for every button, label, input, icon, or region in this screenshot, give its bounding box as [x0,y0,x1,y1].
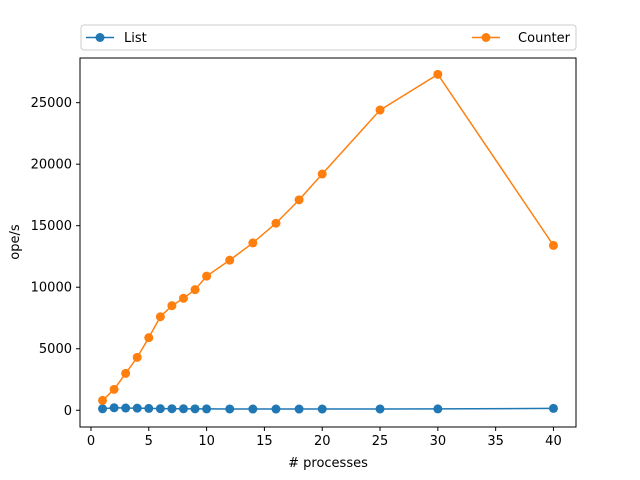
data-point-counter [109,384,119,394]
x-tick-label: 15 [256,434,273,449]
x-axis-label: # processes [288,456,368,471]
data-point-list [109,403,119,413]
data-point-list [144,403,154,413]
y-tick-label: 5000 [39,342,72,357]
data-point-counter [98,395,108,405]
data-point-list [317,404,327,414]
series-counter [98,69,558,405]
data-point-counter [167,301,177,311]
y-tick-label: 20000 [31,158,72,173]
legend-box [80,24,577,51]
data-point-list [248,404,258,414]
x-tick-label: 30 [430,434,447,449]
data-point-list [190,404,200,414]
data-point-counter [294,195,304,205]
data-point-counter [433,69,443,79]
x-axis: 0 5 10 15 20 25 30 35 40 [87,427,562,449]
series-line-counter [102,73,555,401]
data-point-list [178,404,188,414]
data-point-counter [178,293,188,303]
data-point-counter [271,218,281,228]
legend-marker-list [95,33,105,42]
data-point-list [121,403,131,413]
legend-entry-list: List [86,31,147,46]
data-point-counter [375,105,385,115]
x-tick-label: 20 [314,434,331,449]
y-tick-label: 0 [64,404,72,419]
data-point-counter [132,352,142,362]
y-axis-label: ope/s [8,224,23,260]
series-list [98,403,558,414]
legend-label-list: List [124,31,147,46]
data-point-list [155,404,165,414]
data-point-list [294,404,304,414]
legend-label-counter: Counter [518,31,571,46]
data-point-list [548,403,558,413]
data-point-counter [144,333,154,343]
data-point-counter [202,271,212,281]
data-point-counter [548,240,558,250]
data-point-counter [155,312,165,322]
x-tick-label: 35 [487,434,504,449]
data-point-list [98,404,108,414]
data-point-list [132,403,142,413]
y-tick-label: 25000 [31,96,72,111]
legend-entry-counter: Counter [472,31,571,46]
y-tick-label: 15000 [31,219,72,234]
x-tick-label: 25 [372,434,389,449]
x-tick-label: 40 [545,434,562,449]
data-point-list [433,404,443,414]
y-axis: 0 5000 10000 15000 20000 25000 [31,96,80,419]
data-point-list [202,404,212,414]
series-layer [98,69,558,414]
data-point-list [225,404,235,414]
legend: List Counter [80,24,577,51]
data-point-list [167,404,177,414]
data-point-counter [190,285,200,295]
y-tick-label: 10000 [31,281,72,296]
x-tick-label: 5 [145,434,153,449]
x-tick-label: 0 [87,434,95,449]
data-point-counter [225,255,235,265]
data-point-counter [121,368,131,378]
x-tick-label: 10 [198,434,215,449]
data-point-list [271,404,281,414]
data-point-counter [248,238,258,248]
legend-marker-counter [481,33,491,42]
plot-area [79,57,577,428]
data-point-counter [317,169,327,179]
data-point-list [375,404,385,414]
